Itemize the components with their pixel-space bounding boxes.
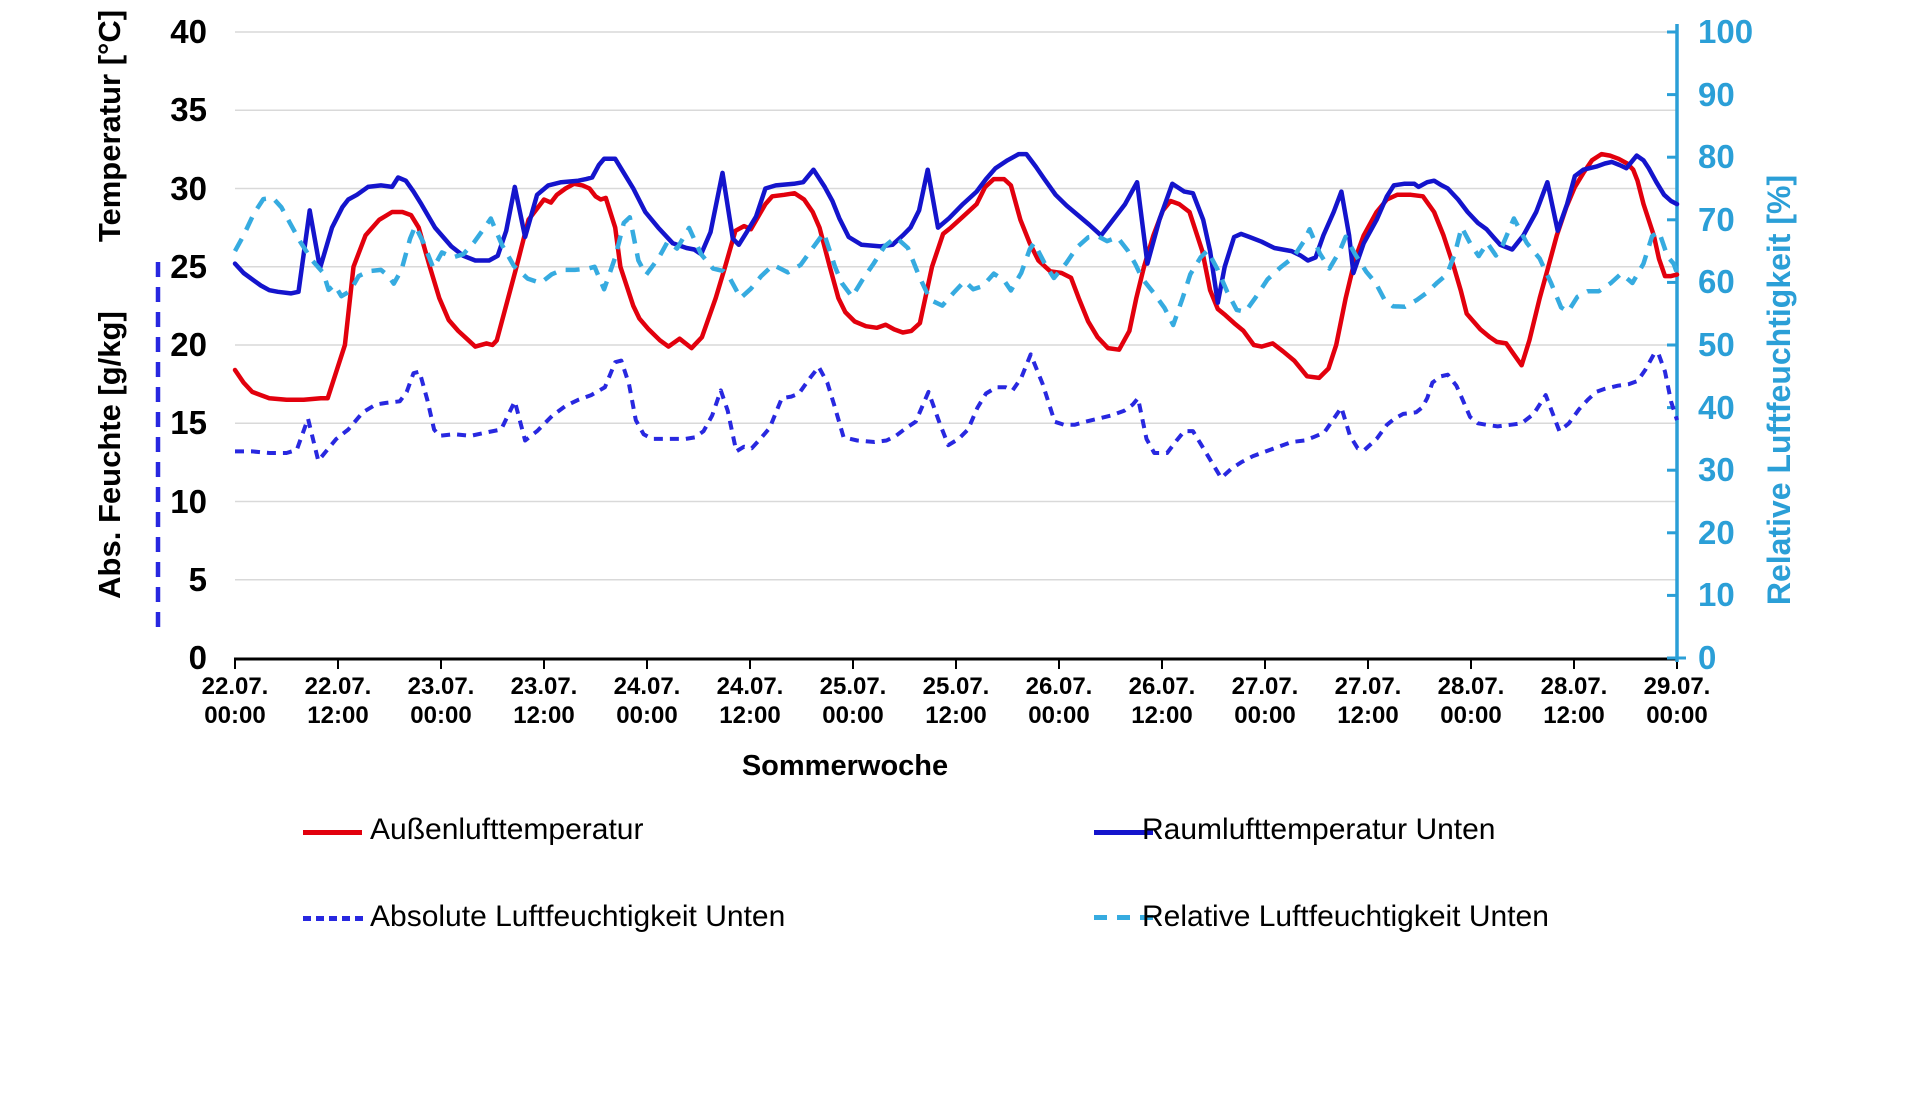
series-absolute-luftfeuchtigkeit-unten xyxy=(235,350,1679,480)
x-axis-tick-label: 24.07. 12:00 xyxy=(716,673,784,729)
x-axis-tick-label: 27.07. 00:00 xyxy=(1231,673,1299,729)
x-axis-tick-label: 25.07. 00:00 xyxy=(819,673,887,729)
legend-line-absolute-luftfeuchtigkeit xyxy=(303,916,364,921)
x-axis-tick-label: 26.07. 00:00 xyxy=(1025,673,1093,729)
x-axis-tick-label: 23.07. 12:00 xyxy=(510,673,578,729)
y-axis-right-tick-label: 90 xyxy=(1698,75,1735,113)
x-axis-tick-label: 23.07. 00:00 xyxy=(407,673,475,729)
x-axis-tick-label: 28.07. 00:00 xyxy=(1437,673,1505,729)
legend-label-raumlufttemperatur: Raumlufttemperatur Unten xyxy=(1142,813,1496,846)
y-axis-left-tick-label: 30 xyxy=(170,169,207,207)
x-axis-tick-label: 29.07. 00:00 xyxy=(1643,673,1711,729)
legend-line-aussenlufttemperatur xyxy=(303,830,362,835)
x-axis-tick-label: 28.07. 12:00 xyxy=(1540,673,1608,729)
y-axis-right-tick-label: 20 xyxy=(1698,513,1735,551)
legend-label-absolute-luftfeuchtigkeit: Absolute Luftfeuchtigkeit Unten xyxy=(370,900,786,933)
x-axis-tick-label: 24.07. 00:00 xyxy=(613,673,681,729)
y-axis-left-tick-label: 20 xyxy=(170,326,207,363)
x-axis-tick-label: 22.07. 12:00 xyxy=(304,673,372,729)
y-axis-right-tick-label: 70 xyxy=(1698,200,1735,238)
legend-label-relative-luftfeuchtigkeit: Relative Luftfeuchtigkeit Unten xyxy=(1142,900,1549,933)
y-axis-left-tick-label: 0 xyxy=(188,639,207,676)
y-axis-right-tick-label: 30 xyxy=(1698,451,1735,489)
y-axis-right-tick-label: 60 xyxy=(1698,263,1735,301)
y-axis-left-tick-label: 35 xyxy=(170,91,207,129)
y-axis-right-tick-label: 10 xyxy=(1698,576,1735,614)
y-axis-left-tick-label: 10 xyxy=(170,482,207,520)
x-axis-tick-label: 25.07. 12:00 xyxy=(922,673,990,729)
y-axis-right-tick-label: 100 xyxy=(1698,13,1754,50)
y-axis-right-tick-label: 0 xyxy=(1698,639,1717,676)
series-au-enlufttemperatur xyxy=(232,151,1680,403)
y-axis-left-tick-label: 40 xyxy=(170,13,207,50)
legend-line-relative-luftfeuchtigkeit xyxy=(1094,915,1156,920)
series-relative-luftfeuchtigkeit-unten xyxy=(233,195,1680,328)
y-axis-left-tick-label: 15 xyxy=(170,404,207,442)
y-axis-right-tick-label: 40 xyxy=(1698,388,1735,426)
x-axis-tick-label: 22.07. 00:00 xyxy=(201,673,269,729)
y-axis-right-tick-label: 80 xyxy=(1698,138,1735,176)
legend-label-aussenlufttemperatur: Außenlufttemperatur xyxy=(370,813,644,846)
y-axis-right-tick-label: 50 xyxy=(1698,326,1735,363)
x-axis-tick-label: 26.07. 12:00 xyxy=(1128,673,1196,729)
y-axis-left-tick-label: 25 xyxy=(170,247,207,285)
legend-line-raumlufttemperatur xyxy=(1094,830,1153,835)
series-raumlufttemperatur-unten xyxy=(232,151,1680,305)
y-axis-left-tick-label: 5 xyxy=(188,560,207,598)
y-axis-abs-humidity-label: Abs. Feuchte [g/kg] xyxy=(92,311,127,599)
x-axis-tick-label: 27.07. 12:00 xyxy=(1334,673,1402,729)
x-axis-title: Sommerwoche xyxy=(741,750,949,782)
